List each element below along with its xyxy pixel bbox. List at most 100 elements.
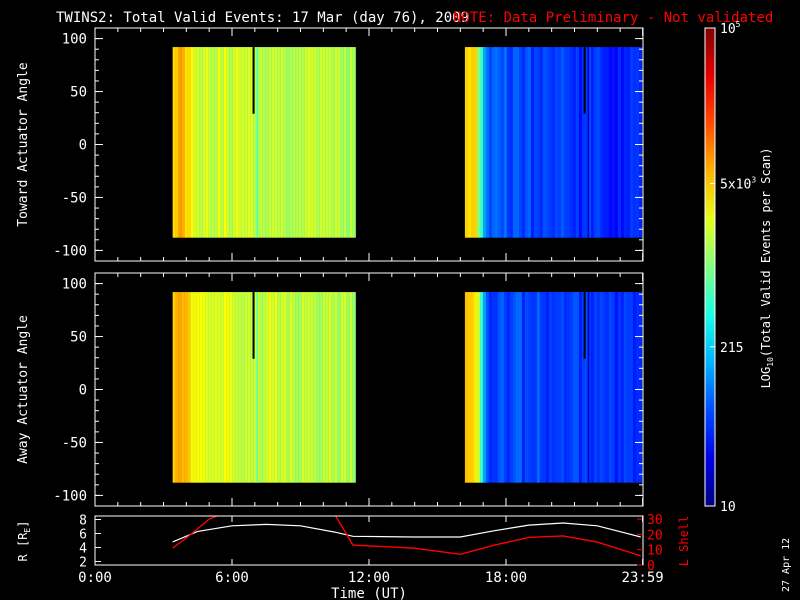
data-stripe (217, 47, 221, 238)
data-stripe (551, 292, 556, 483)
data-stripe (217, 292, 221, 483)
data-stripe (322, 292, 326, 483)
data-stripe (581, 292, 586, 483)
data-stripe (635, 292, 640, 483)
date-stamp: 27 Apr 12 (781, 538, 792, 592)
data-stripe (488, 47, 493, 238)
data-stripe (193, 47, 197, 238)
data-stripe (220, 292, 224, 483)
data-stripe (506, 292, 511, 483)
colorbar-tick-base: 5x10 (720, 177, 751, 192)
data-stripe (494, 47, 499, 238)
data-stripe (587, 47, 590, 238)
data-stripe (620, 47, 625, 238)
data-stripe (587, 47, 592, 238)
y-tick-label: 0 (79, 138, 87, 154)
data-stripe (620, 292, 625, 483)
data-stripe (316, 47, 320, 238)
data-stripe (205, 47, 209, 238)
r-series-line (172, 522, 641, 543)
data-stripe (560, 47, 565, 238)
data-stripe (322, 47, 326, 238)
panel-1: 100 50 0 -50 -100 Toward Actuator Angle (16, 27, 644, 262)
data-stripe (605, 292, 610, 483)
data-stripe (614, 292, 619, 483)
data-stripe (530, 292, 535, 483)
data-stripe (530, 47, 535, 238)
data-stripe (262, 47, 266, 238)
data-stripe (187, 47, 191, 238)
data-stripe (301, 292, 305, 483)
data-stripe (560, 292, 565, 483)
data-stripe (256, 47, 259, 238)
data-stripe (623, 47, 628, 238)
data-stripe (545, 47, 550, 238)
data-stripe (307, 292, 311, 483)
data-stripe (536, 292, 541, 483)
data-stripe (298, 47, 302, 238)
data-stripe (575, 292, 580, 483)
data-stripe (262, 292, 266, 483)
x-tick-label: 0:00 (78, 570, 112, 586)
data-stripe (509, 47, 514, 238)
data-stripe (554, 292, 559, 483)
data-stripe (521, 292, 526, 483)
preliminary-note: NOTE: Data Preliminary - Not validated (453, 10, 773, 26)
data-stripe (319, 47, 323, 238)
data-stripe (524, 47, 529, 238)
data-stripe (506, 47, 511, 238)
data-stripe (343, 292, 347, 483)
data-stripe (635, 47, 640, 238)
data-stripe (563, 292, 568, 483)
data-stripe (232, 47, 236, 238)
data-stripe (328, 292, 332, 483)
data-stripe (274, 292, 278, 483)
y-tick-label: 100 (62, 277, 87, 293)
data-stripe (205, 292, 209, 483)
data-stripe (280, 47, 284, 238)
data-stripe (584, 47, 589, 238)
data-stripe (608, 292, 613, 483)
data-stripe (467, 47, 472, 238)
data-stripe (325, 292, 329, 483)
data-stripe (310, 47, 314, 238)
data-stripe (310, 292, 314, 483)
data-stripe (202, 47, 206, 238)
data-stripe (238, 292, 242, 483)
data-stripe (614, 47, 619, 238)
data-stripe (256, 47, 260, 238)
data-stripe (596, 292, 601, 483)
colorbar-tick-sup: 5 (736, 20, 741, 29)
colorbar-label-sub: 10 (766, 357, 775, 367)
data-stripe (259, 47, 263, 238)
data-stripe (527, 292, 532, 483)
data-stripe (602, 292, 607, 483)
data-block-2 (464, 292, 643, 483)
data-stripe (277, 47, 281, 238)
l-tick-label: 10 (647, 544, 663, 559)
data-stripe (632, 292, 637, 483)
data-block-2 (464, 47, 643, 238)
data-stripe (593, 292, 598, 483)
data-stripe (569, 47, 574, 238)
data-stripe (199, 292, 203, 483)
data-stripe (533, 292, 538, 483)
data-stripe (286, 292, 290, 483)
data-stripe (629, 292, 634, 483)
data-stripe (343, 47, 347, 238)
x-tick-label: 18:00 (485, 570, 527, 586)
data-stripe (494, 292, 499, 483)
y-tick-label: -50 (62, 190, 87, 206)
data-stripe (235, 47, 239, 238)
data-stripe (611, 292, 616, 483)
data-stripe (524, 292, 529, 483)
data-stripe (181, 292, 185, 483)
data-stripe (611, 47, 616, 238)
data-stripe (473, 47, 478, 238)
data-stripe (623, 292, 628, 483)
data-stripe (566, 47, 571, 238)
data-gap (252, 47, 255, 114)
y-tick-label: 0 (79, 383, 87, 399)
data-stripe (554, 47, 559, 238)
data-stripe (626, 47, 631, 238)
